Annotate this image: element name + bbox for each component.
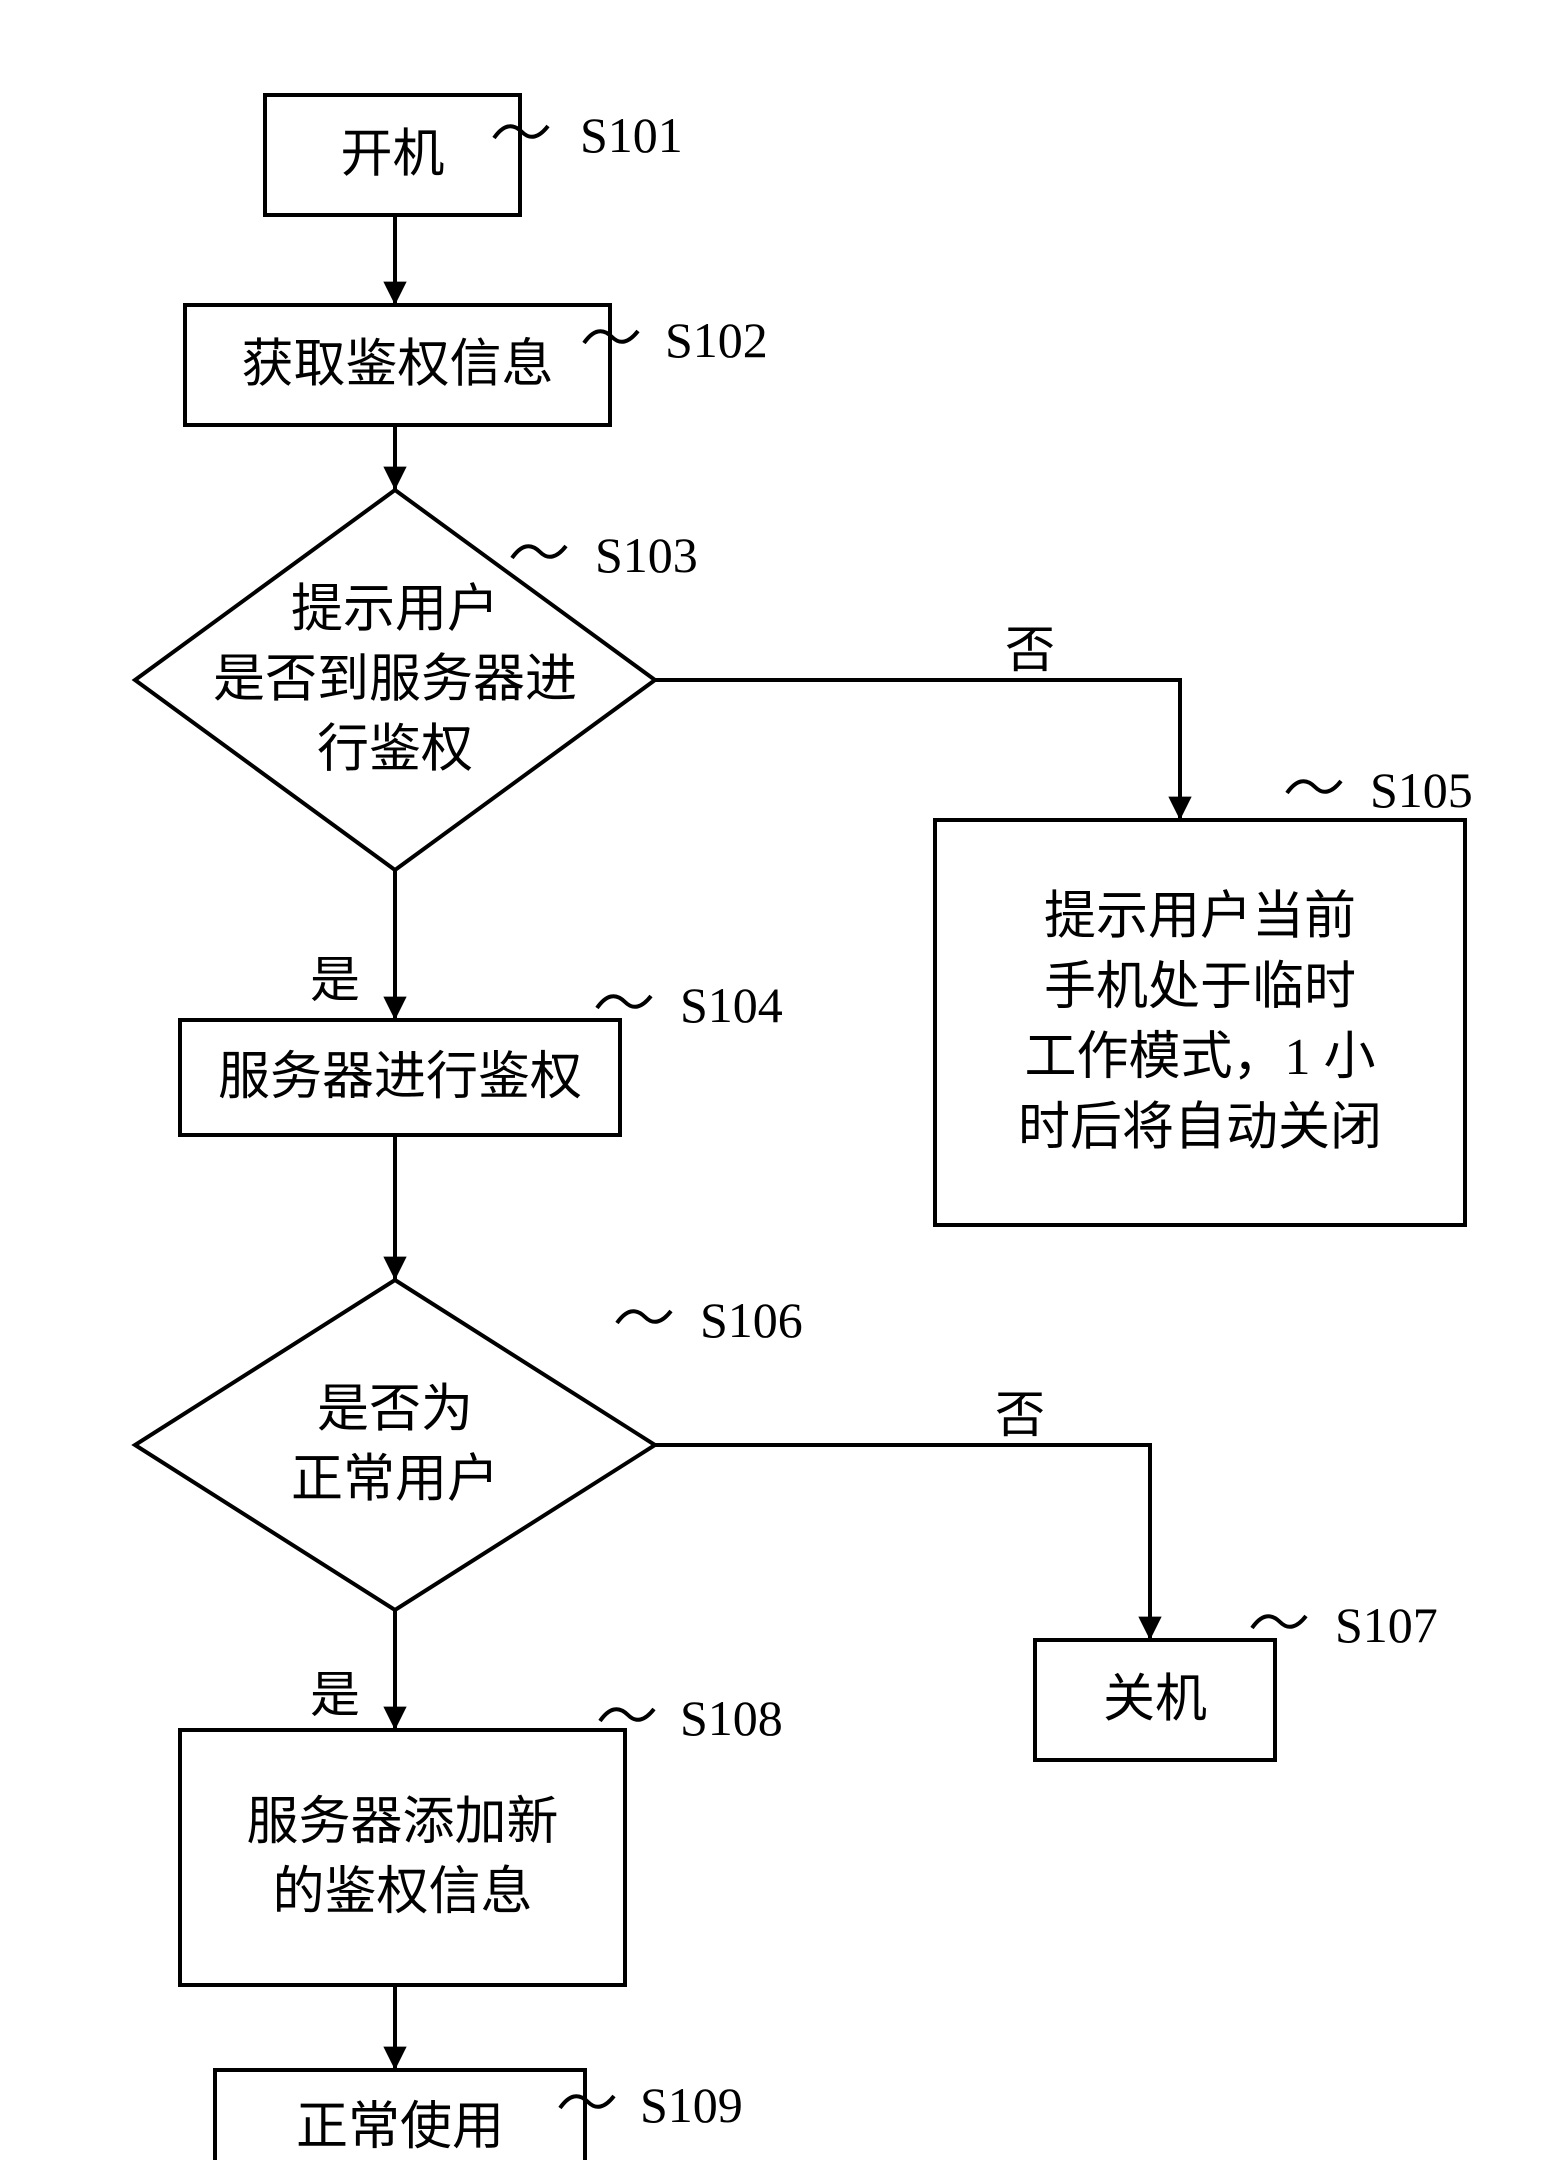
edge-label-6: 否 <box>995 1387 1045 1443</box>
svg-text:获取鉴权信息: 获取鉴权信息 <box>241 337 553 394</box>
svg-text:正常用户: 正常用户 <box>291 1452 499 1509</box>
svg-text:关机: 关机 <box>1103 1672 1207 1729</box>
svg-text:行鉴权: 行鉴权 <box>317 722 473 779</box>
edge-3 <box>655 680 1180 820</box>
label-s108: S108 <box>680 1690 783 1746</box>
svg-text:的鉴权信息: 的鉴权信息 <box>272 1864 532 1921</box>
svg-text:工作模式，1 小: 工作模式，1 小 <box>1024 1029 1375 1086</box>
svg-text:提示用户当前: 提示用户当前 <box>1044 889 1356 946</box>
edge-label-2: 是 <box>310 952 360 1008</box>
svg-text:手机处于临时: 手机处于临时 <box>1044 959 1356 1016</box>
label-s109: S109 <box>640 2077 743 2133</box>
svg-text:服务器添加新: 服务器添加新 <box>246 1794 558 1851</box>
node-s105 <box>935 820 1465 1225</box>
edge-label-3: 否 <box>1005 622 1055 678</box>
label-s105: S105 <box>1370 762 1473 818</box>
svg-text:是否为: 是否为 <box>317 1381 473 1438</box>
svg-text:正常使用: 正常使用 <box>296 2099 504 2156</box>
node-s106 <box>135 1280 655 1610</box>
edge-label-5: 是 <box>310 1667 360 1723</box>
svg-text:时后将自动关闭: 时后将自动关闭 <box>1018 1099 1382 1156</box>
svg-text:服务器进行鉴权: 服务器进行鉴权 <box>218 1049 582 1106</box>
label-s106: S106 <box>700 1292 803 1348</box>
label-s102: S102 <box>665 312 768 368</box>
svg-text:提示用户: 提示用户 <box>291 581 499 638</box>
label-s107: S107 <box>1335 1597 1438 1653</box>
svg-text:是否到服务器进: 是否到服务器进 <box>213 652 577 709</box>
edge-6 <box>655 1445 1150 1640</box>
node-s108 <box>180 1730 625 1985</box>
svg-text:开机: 开机 <box>340 127 444 184</box>
label-s104: S104 <box>680 977 783 1033</box>
label-s101: S101 <box>580 107 683 163</box>
label-s103: S103 <box>595 527 698 583</box>
